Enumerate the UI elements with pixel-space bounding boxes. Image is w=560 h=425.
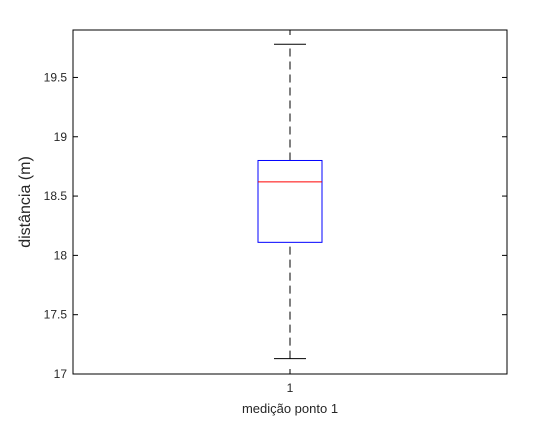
y-tick-label: 18.5 [44, 189, 68, 203]
x-tick-label: 1 [287, 381, 294, 395]
y-tick-label: 17 [54, 367, 68, 381]
x-axis-ticks: 1 [287, 30, 294, 395]
y-tick-label: 18 [54, 248, 68, 262]
y-tick-label: 17.5 [44, 308, 68, 322]
y-axis-ticks: 17 17.5 18 18.5 19 19.5 [44, 70, 507, 381]
y-tick-label: 19.5 [44, 70, 68, 84]
box-group [257, 43, 323, 360]
x-axis-label: medição ponto 1 [242, 401, 338, 416]
iqr-box [257, 159, 323, 243]
y-tick-label: 19 [54, 130, 68, 144]
y-axis-label: distância (m) [17, 156, 34, 248]
